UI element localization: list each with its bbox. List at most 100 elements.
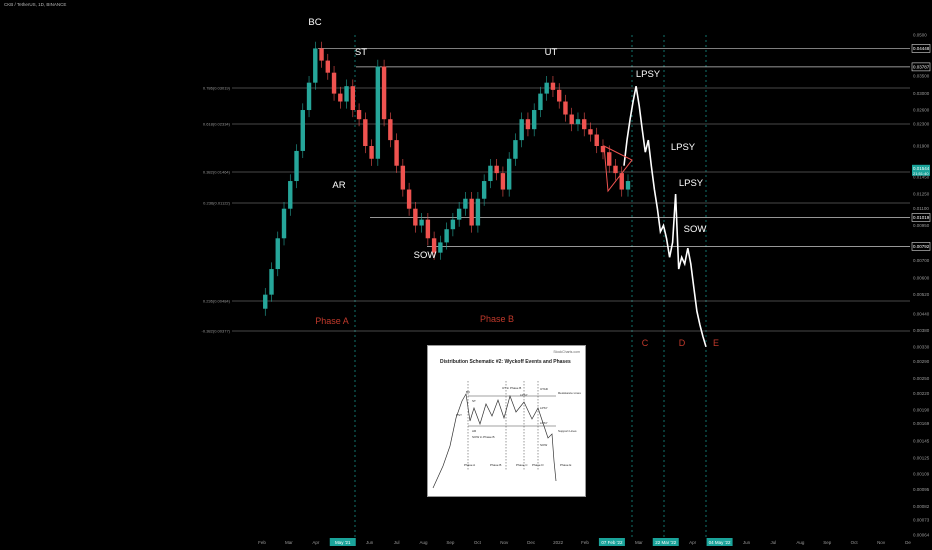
y-tick-label: 0.00082 xyxy=(913,504,930,509)
x-tick-label: Jul xyxy=(771,540,777,545)
fib-label: -0.382(0.00377) xyxy=(202,329,231,334)
x-tick-label: De xyxy=(905,540,911,545)
y-tick-label: 0.03500 xyxy=(913,73,930,78)
x-tick-label: 2022 xyxy=(553,540,564,545)
y-tick-label: 0.02300 xyxy=(913,122,930,127)
candle-body xyxy=(475,198,481,226)
candle-body xyxy=(538,93,543,111)
price-tag-box xyxy=(911,242,931,251)
phase-label: Phase A xyxy=(315,316,349,326)
y-tick-label: 0.00600 xyxy=(913,276,930,281)
candle-body xyxy=(319,48,324,61)
candle-body xyxy=(582,119,587,130)
inset-label: Phase D xyxy=(532,463,544,467)
candle-body xyxy=(557,89,562,102)
projection-path xyxy=(623,86,707,348)
y-tick-label: 0.00290 xyxy=(913,359,930,364)
candle-body xyxy=(394,140,399,166)
candle-body xyxy=(400,165,406,190)
x-tick-label: May '21 xyxy=(335,540,351,545)
x-tick-label: Mar xyxy=(285,540,293,545)
candle-body xyxy=(569,114,574,125)
candle-body xyxy=(263,294,268,309)
y-tick-label: 0.00073 xyxy=(913,517,930,522)
y-tick-label: 0.02600 xyxy=(913,108,930,113)
wyckoff-label: BC xyxy=(308,17,321,28)
candle-body xyxy=(544,82,549,94)
candle-body xyxy=(338,93,343,102)
inset-label: LPSY xyxy=(520,393,528,397)
candle-body xyxy=(438,242,443,253)
y-tick-label: 0.00950 xyxy=(913,223,930,228)
inset-label: LPSY xyxy=(540,421,548,425)
x-tick-label: Apr xyxy=(689,540,697,545)
candle-body xyxy=(356,110,362,120)
phase-label: E xyxy=(713,338,719,348)
inset-price-path xyxy=(432,392,557,489)
candle-body xyxy=(513,140,518,159)
candle-body xyxy=(600,146,606,153)
x-tick-label: Sep xyxy=(823,540,832,545)
price-tag-label: 0.03787 xyxy=(913,64,930,69)
y-tick-label: 0.00169 xyxy=(913,421,930,426)
candle-body xyxy=(550,82,556,90)
candle-body xyxy=(463,198,468,209)
chart-header: CKB / TetherUS, 1D, BINANCE xyxy=(4,2,67,7)
candle-body xyxy=(313,48,318,83)
candle-body xyxy=(325,60,330,73)
price-tag-label: 0.00792 xyxy=(913,244,930,249)
candle-body xyxy=(594,134,599,147)
y-tick-label: 0.01450 xyxy=(913,175,930,180)
x-tick-label: 07 Feb '22 xyxy=(601,540,623,545)
inset-label: SOW in Phase B xyxy=(472,435,495,439)
x-tick-label: Jul xyxy=(394,540,400,545)
candle-body xyxy=(381,66,387,120)
y-tick-label: 0.00380 xyxy=(913,328,930,333)
candle-body xyxy=(488,165,493,182)
x-tick-label: Feb xyxy=(581,540,589,545)
candle-body xyxy=(613,165,618,174)
candle-body xyxy=(506,158,512,190)
x-date-tag xyxy=(329,538,356,546)
price-tag-box xyxy=(911,62,931,72)
inset-label: BC xyxy=(466,390,471,394)
wyckoff-label: SOW xyxy=(684,224,707,235)
candle-body xyxy=(519,119,524,141)
x-tick-label: Jun xyxy=(366,540,374,545)
x-tick-label: Sep xyxy=(446,540,455,545)
y-tick-label: 0.01100 xyxy=(913,206,929,211)
triangle-pattern xyxy=(603,145,633,193)
x-tick-label: Oct xyxy=(851,540,859,545)
candle-body xyxy=(481,181,487,199)
candle-body xyxy=(388,119,393,141)
candle-body xyxy=(531,110,537,130)
inset-brand: StockCharts.com xyxy=(553,350,580,354)
price-tag-label: 0.01019 xyxy=(913,215,930,220)
y-tick-label: 0.00440 xyxy=(913,311,930,316)
candle-body xyxy=(331,72,337,94)
candle-body xyxy=(575,119,581,125)
fib-label: 0.786(0.03019) xyxy=(203,86,231,91)
candle-body xyxy=(269,269,274,295)
x-tick-label: Aug xyxy=(796,540,805,545)
phase-label: Phase B xyxy=(480,314,514,324)
candle-body xyxy=(306,82,312,111)
wyckoff-label: LPSY xyxy=(671,142,696,153)
candle-body xyxy=(281,208,287,239)
candle-body xyxy=(607,152,612,166)
candle-body xyxy=(525,119,531,130)
x-tick-label: Jun xyxy=(743,540,751,545)
y-tick-label: 0.00095 xyxy=(913,487,930,492)
last-price-label: 0.01544 xyxy=(913,166,930,171)
wyckoff-label: ST xyxy=(355,47,367,58)
y-tick-label: 0.03000 xyxy=(913,91,930,96)
fib-label: 0.236(0.01122) xyxy=(203,201,231,206)
candle-body xyxy=(456,208,462,220)
candle-body xyxy=(500,173,506,190)
x-tick-label: Oct xyxy=(474,540,482,545)
candle-body xyxy=(406,189,412,209)
candle-body xyxy=(369,146,374,159)
inset-label: AR xyxy=(472,429,477,433)
inset-label: Phase E xyxy=(560,463,571,467)
